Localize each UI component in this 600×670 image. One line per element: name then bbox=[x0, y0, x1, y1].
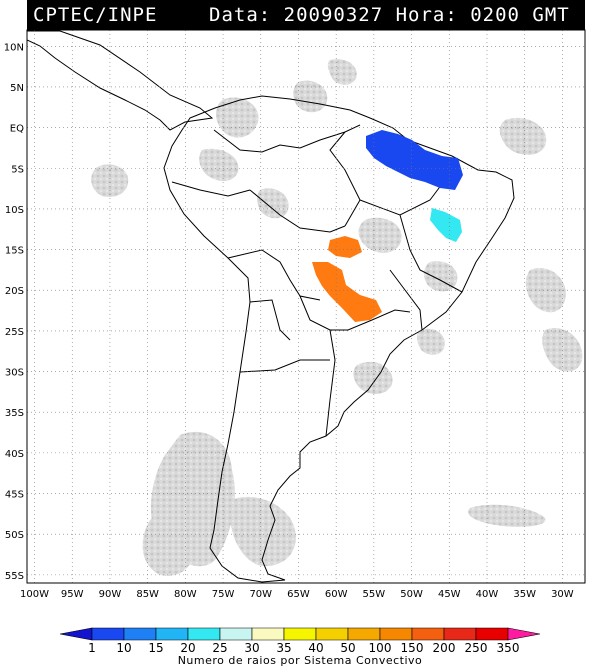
lat-label: 25S bbox=[5, 327, 24, 338]
lat-label: 5N bbox=[10, 83, 24, 94]
lon-label: 50W bbox=[400, 589, 423, 600]
longitude-labels: 100W 95W 90W 85W 80W 75W 70W 65W 60W 55W 50W 45W 40W… bbox=[20, 589, 574, 600]
map-frame bbox=[26, 29, 586, 584]
lat-label: 20S bbox=[5, 286, 24, 297]
colorbar-label: 200 bbox=[433, 641, 456, 655]
system-orange-south bbox=[312, 262, 382, 322]
lat-label: 45S bbox=[5, 490, 24, 501]
datetime-label: Data: 20090327 Hora: 0200 GMT bbox=[209, 4, 570, 26]
lon-label: 45W bbox=[438, 589, 461, 600]
lon-label: 40W bbox=[476, 589, 499, 600]
colorbar-label: 30 bbox=[244, 641, 259, 655]
colorbar-segment bbox=[91, 627, 125, 641]
colorbar-segment bbox=[443, 627, 477, 641]
lon-label: 80W bbox=[174, 589, 197, 600]
graticule bbox=[27, 30, 585, 583]
colorbar: 1 10 15 20 25 30 35 40 50 100 150 200 250 350 bbox=[59, 627, 541, 655]
lat-label: 10S bbox=[5, 205, 24, 216]
colorbar-label: 250 bbox=[465, 641, 488, 655]
colorbar-segment bbox=[155, 627, 189, 641]
lon-label: 100W bbox=[20, 589, 49, 600]
colorbar-segment bbox=[219, 627, 253, 641]
lon-label: 75W bbox=[212, 589, 235, 600]
lat-label: 40S bbox=[5, 449, 24, 460]
colorbar-segment bbox=[379, 627, 413, 641]
system-blue bbox=[366, 130, 463, 190]
colorbar-segment bbox=[475, 627, 509, 641]
lon-label: 90W bbox=[99, 589, 122, 600]
south-america-coast bbox=[163, 95, 515, 583]
source-label: CPTEC/INPE bbox=[33, 4, 158, 26]
lat-label: EQ bbox=[10, 124, 24, 135]
colorbar-segment bbox=[283, 627, 317, 641]
lat-label: 10N bbox=[4, 42, 24, 53]
convective-systems bbox=[312, 130, 463, 322]
lon-label: 65W bbox=[287, 589, 310, 600]
colorbar-segment bbox=[59, 627, 93, 641]
lon-label: 70W bbox=[249, 589, 272, 600]
colorbar-label: 150 bbox=[401, 641, 424, 655]
lat-label: 15S bbox=[5, 246, 24, 257]
lon-label: 95W bbox=[61, 589, 84, 600]
colorbar-title: Numero de raios por Sistema Convectivo bbox=[177, 654, 423, 667]
lat-label: 50S bbox=[5, 530, 24, 541]
colorbar-segment bbox=[251, 627, 285, 641]
colorbar-segment bbox=[123, 627, 157, 641]
colorbar-label: 50 bbox=[340, 641, 355, 655]
colorbar-label: 10 bbox=[116, 641, 131, 655]
cloud-cover bbox=[91, 59, 583, 576]
lat-label: 30S bbox=[5, 368, 24, 379]
lat-label: 55S bbox=[5, 571, 24, 582]
colorbar-label: 40 bbox=[308, 641, 323, 655]
system-orange-north bbox=[328, 236, 362, 258]
colorbar-label: 350 bbox=[497, 641, 520, 655]
colorbar-label: 100 bbox=[369, 641, 392, 655]
latitude-labels: 10N 5N EQ 5S 10S 15S 20S 25S 30S 35S 40S 45S 50S 55S bbox=[4, 42, 24, 582]
colorbar-label: 20 bbox=[180, 641, 195, 655]
lon-label: 35W bbox=[513, 589, 536, 600]
lon-label: 55W bbox=[363, 589, 386, 600]
lat-label: 5S bbox=[11, 164, 24, 175]
colorbar-segment bbox=[315, 627, 349, 641]
colorbar-label: 1 bbox=[88, 641, 96, 655]
lon-label: 30W bbox=[551, 589, 574, 600]
lon-label: 85W bbox=[136, 589, 159, 600]
colorbar-label: 35 bbox=[276, 641, 291, 655]
colorbar-segment bbox=[347, 627, 381, 641]
colorbar-segment bbox=[411, 627, 445, 641]
colorbar-segment bbox=[507, 627, 541, 641]
colorbar-label: 25 bbox=[212, 641, 227, 655]
lat-label: 35S bbox=[5, 408, 24, 419]
colorbar-segment bbox=[187, 627, 221, 641]
lon-label: 60W bbox=[325, 589, 348, 600]
coastlines bbox=[27, 30, 515, 583]
system-cyan bbox=[430, 208, 462, 242]
title-bar: CPTEC/INPE Data: 20090327 Hora: 0200 GMT bbox=[27, 0, 585, 30]
colorbar-label: 15 bbox=[148, 641, 163, 655]
